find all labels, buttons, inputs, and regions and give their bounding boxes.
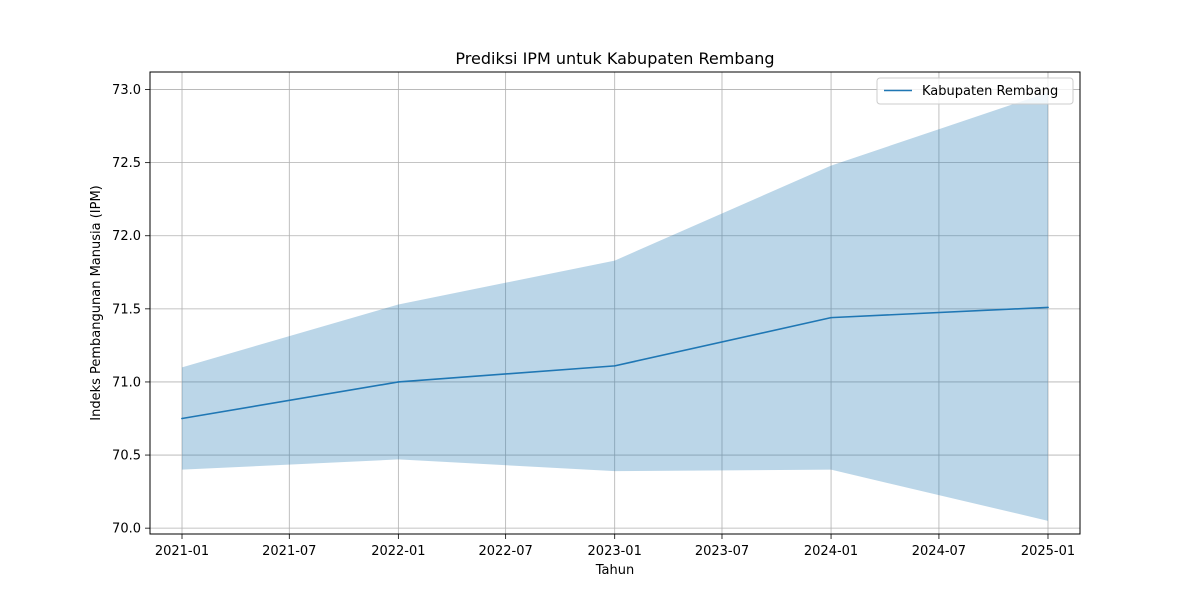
x-tick-label: 2022-01 [371,544,425,559]
y-tick-label: 70.5 [112,449,141,464]
confidence-band [182,92,1048,521]
confidence-band-layer [182,92,1048,521]
grid [150,72,1080,534]
x-axis-label: Tahun [595,563,634,578]
data-point [397,381,400,383]
data-point [613,365,616,367]
data-point [181,417,183,420]
y-tick-label: 71.5 [112,302,141,317]
legend: Kabupaten Rembang [876,77,1074,105]
data-point [1047,306,1049,309]
data-point [830,316,832,319]
x-tick-label: 2021-07 [262,544,316,559]
x-tick-label: 2025-01 [1021,544,1075,559]
x-tick-label: 2024-07 [912,544,966,559]
chart-title: Prediksi IPM untuk Kabupaten Rembang [455,49,774,68]
x-tick-label: 2023-01 [588,544,642,559]
y-tick-label: 72.0 [112,229,141,244]
x-axis: 2021-01 2021-07 2022-01 2022-07 2023-01 2023-… [155,534,1075,559]
x-tick-label: 2022-07 [478,544,532,559]
legend-label: Kabupaten Rembang [922,84,1058,99]
x-tick-label: 2023-07 [695,544,749,559]
y-tick-label: 72.5 [112,156,141,171]
y-tick-label: 71.0 [112,375,141,390]
x-tick-label: 2021-01 [155,544,209,559]
x-tick-label: 2024-01 [804,544,858,559]
y-tick-label: 73.0 [112,83,141,98]
legend-box [876,77,1074,105]
y-axis: 70.0 70.5 71.0 71.5 72.0 72.5 73.0 [112,83,150,537]
y-axis-label: Indeks Pembangunan Manusia (IPM) [89,185,104,421]
series-line-layer [181,306,1049,420]
y-tick-label: 70.0 [112,522,141,537]
